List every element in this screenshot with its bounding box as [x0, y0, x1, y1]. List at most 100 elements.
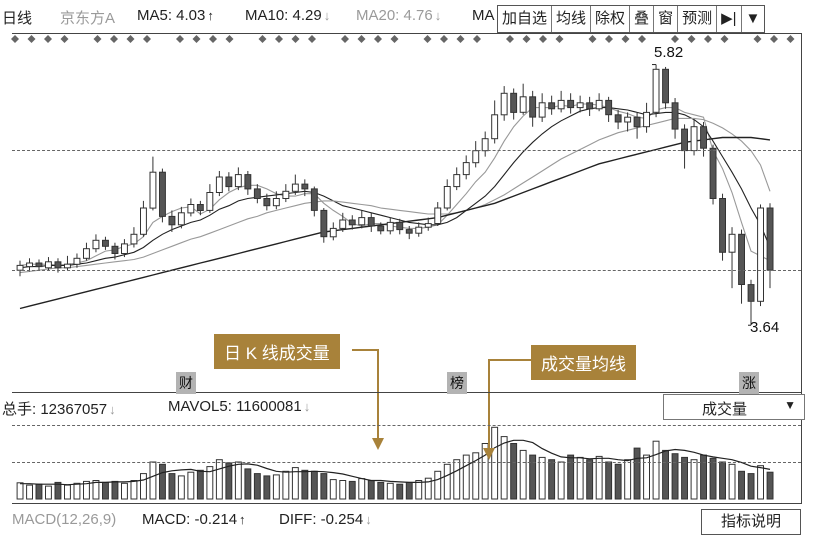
volume-bar: [215, 459, 223, 500]
indicator-select-value: 成交量: [702, 401, 748, 418]
ma10-value: MA10: 4.29 ↓: [245, 7, 330, 24]
volume-bar: [434, 470, 442, 500]
grid-line: [12, 150, 801, 151]
candle-body: [348, 219, 356, 226]
candle-body: [140, 207, 147, 235]
candle-body: [510, 92, 518, 113]
candle-body: [358, 217, 366, 226]
info-diamond-icon: [753, 35, 762, 43]
info-diamond-icon: [588, 35, 597, 43]
volume-bar: [643, 454, 650, 500]
candle-body: [149, 171, 157, 209]
forecast-button[interactable]: 预测: [678, 6, 718, 32]
event-marker-list[interactable]: 榜: [447, 372, 467, 394]
info-diamond-icon: [275, 35, 283, 43]
volume-bar: [681, 456, 688, 500]
event-marker-financial[interactable]: 财: [176, 372, 196, 394]
volume-bar: [605, 461, 613, 500]
jump-end-icon[interactable]: ▶|: [717, 6, 742, 32]
volume-bar: [415, 480, 423, 500]
candle-body: [73, 257, 81, 265]
volume-bar: [196, 469, 204, 500]
window-button[interactable]: 窗: [654, 6, 679, 32]
volume-bar: [16, 482, 24, 500]
volume-bar: [159, 463, 166, 500]
macd-params: MACD(12,26,9): [12, 511, 117, 528]
volume-bar: [529, 454, 537, 500]
candle-body: [576, 102, 584, 109]
ma20-arrow-icon: ↓: [434, 8, 442, 23]
volume-bar: [92, 480, 100, 500]
candle-body: [45, 261, 52, 269]
candle-body: [130, 233, 138, 245]
volume-ma-arrow-icon: [483, 448, 495, 460]
chart-toolbar: 加自选 均线 除权 叠 窗 预测 ▶| ▼: [497, 5, 766, 33]
volume-bar: [652, 440, 660, 500]
stock-name: 京东方A: [60, 10, 116, 27]
volume-bar: [329, 479, 337, 500]
volume-bar: [73, 482, 81, 500]
candle-body: [234, 174, 242, 188]
info-diamond-icon: [786, 35, 795, 43]
volume-bar: [766, 471, 774, 500]
candle-body: [64, 263, 71, 269]
candle-body: [567, 99, 575, 109]
candle-body: [206, 192, 214, 211]
volume-bar: [538, 456, 546, 500]
info-diamond-icon: [704, 35, 712, 43]
high-price-label: 5.82: [654, 44, 684, 61]
volume-ma-callout-line: [488, 359, 531, 450]
candle-body: [519, 96, 527, 113]
candle-body: [624, 116, 632, 123]
toolbar-menu-chevron-down-icon[interactable]: ▼: [745, 10, 761, 27]
candle-body: [500, 92, 508, 116]
ma10-arrow-icon: ↓: [323, 8, 331, 23]
volume-bar: [187, 471, 195, 500]
candle-body: [83, 248, 90, 259]
info-diamond-icon: [390, 35, 399, 43]
ma-line-ma60: [19, 136, 771, 310]
total-volume: 总手: 12367057 ↓: [2, 398, 116, 419]
candle-body: [472, 150, 480, 164]
moving-average-button[interactable]: 均线: [552, 6, 592, 32]
info-diamond-icon: [506, 35, 514, 43]
volume-bar: [633, 447, 641, 500]
volume-bar: [358, 478, 366, 500]
add-watchlist-button[interactable]: 加自选: [498, 6, 553, 32]
candle-body: [690, 126, 698, 152]
indicator-select[interactable]: 成交量 ▼: [663, 394, 805, 420]
info-diamond-icon: [374, 35, 382, 43]
volume-bar: [757, 465, 764, 500]
volume-bar: [405, 481, 413, 500]
volume-ma-callout: 成交量均线: [531, 345, 636, 380]
period-label[interactable]: 日线: [2, 10, 33, 27]
volume-bar: [586, 459, 594, 500]
info-diamond-icon: [176, 35, 184, 43]
volume-bar: [491, 426, 499, 500]
volume-bar: [244, 468, 252, 500]
diff-value: DIFF: -0.254 ↓: [279, 511, 372, 528]
volume-bar: [54, 481, 62, 500]
candle-body: [529, 96, 537, 118]
event-marker-limit-up[interactable]: 涨: [739, 372, 759, 394]
info-diamond-icon: [605, 35, 613, 43]
macd-panel-header: MACD(12,26,9) MACD: -0.214 ↑ DIFF: -0.254…: [0, 507, 818, 535]
volume-bar: [709, 457, 717, 500]
info-diamond-icon: [770, 35, 778, 43]
volume-bar: [453, 459, 461, 500]
volume-bar: [690, 459, 698, 500]
candle-body: [329, 227, 337, 238]
indicator-help-button[interactable]: 指标说明: [701, 509, 801, 535]
overlay-button[interactable]: 叠: [630, 6, 655, 32]
info-diamond-icon: [638, 35, 646, 43]
ma5-value: MA5: 4.03 ↑: [137, 7, 214, 24]
volume-bar: [671, 453, 679, 500]
diff-text: DIFF: -0.254: [279, 511, 364, 528]
candle-body: [738, 233, 745, 286]
candle-body: [35, 262, 43, 268]
candle-body: [196, 204, 204, 211]
volume-bar: [64, 484, 71, 500]
volume-bar: [282, 470, 290, 500]
ex-rights-button[interactable]: 除权: [591, 6, 631, 32]
